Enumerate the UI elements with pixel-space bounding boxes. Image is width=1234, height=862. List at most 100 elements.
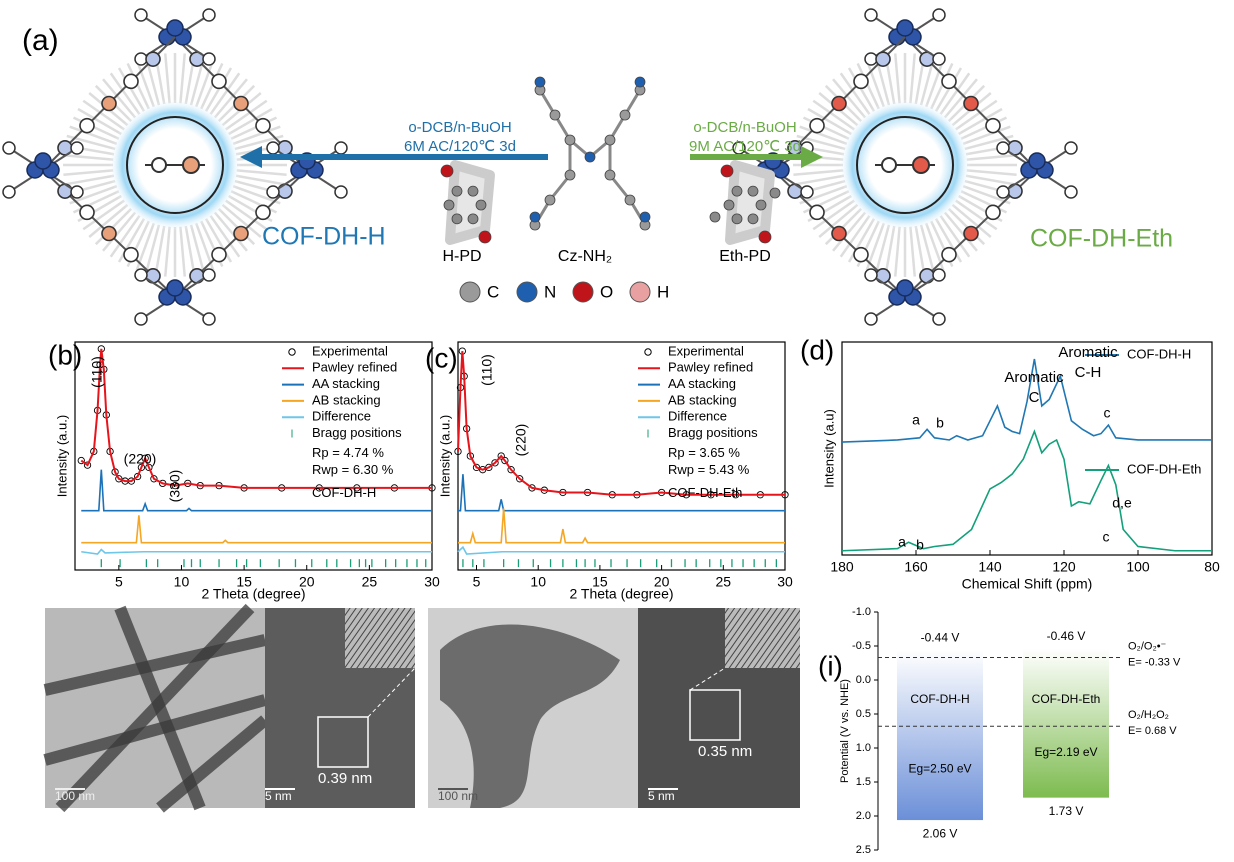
y-tick-label: 0.5 bbox=[856, 708, 871, 720]
ring bbox=[202, 8, 216, 22]
legend-symbol bbox=[644, 348, 652, 356]
atom bbox=[564, 169, 576, 181]
pore-wall bbox=[88, 203, 129, 238]
ring bbox=[255, 117, 271, 134]
atom bbox=[755, 199, 767, 211]
ring bbox=[875, 51, 891, 67]
pore-wall bbox=[955, 99, 998, 131]
legend-label: COF-DH-H bbox=[1127, 346, 1191, 361]
pore-wall bbox=[236, 169, 287, 177]
aggregate bbox=[440, 624, 620, 808]
atom bbox=[747, 185, 759, 197]
data-point bbox=[133, 472, 142, 481]
x-tick-label: 5 bbox=[473, 574, 481, 590]
pore-wall bbox=[135, 59, 155, 108]
ring bbox=[996, 141, 1010, 155]
inner-ring bbox=[912, 156, 930, 174]
pore-wall bbox=[884, 225, 896, 276]
carbazole bbox=[896, 19, 914, 37]
pore-circle bbox=[126, 116, 224, 214]
pore-wall bbox=[962, 125, 1011, 145]
fit-statistic: Rp = 3.65 % bbox=[668, 445, 740, 460]
pore-wall bbox=[943, 211, 978, 252]
fit-statistic: Rwp = 6.30 % bbox=[312, 462, 394, 477]
group-label: C-H bbox=[1075, 364, 1102, 381]
y-tick-label: 1.0 bbox=[856, 742, 871, 754]
pore-wall bbox=[69, 125, 118, 145]
data-line bbox=[80, 348, 432, 489]
legend-label: Experimental bbox=[668, 343, 744, 358]
pore-wall bbox=[909, 53, 917, 104]
product-label: COF-DH-H bbox=[262, 223, 386, 251]
sample-label: COF-DH-Eth bbox=[668, 485, 742, 500]
legend-label: Difference bbox=[668, 409, 727, 424]
peak-label: b bbox=[936, 415, 944, 431]
atom-legend-ball bbox=[516, 281, 538, 303]
atom bbox=[475, 199, 487, 211]
reference-name: O₂/O₂•⁻ bbox=[1128, 640, 1167, 652]
carbazole bbox=[34, 152, 52, 170]
data-point bbox=[145, 463, 153, 472]
atom bbox=[467, 185, 479, 197]
ring bbox=[123, 246, 139, 263]
data-point bbox=[497, 452, 505, 460]
panel-label: (i) bbox=[818, 650, 843, 681]
pore-wall bbox=[126, 62, 150, 110]
x-tick-label: 30 bbox=[424, 574, 440, 590]
data-point bbox=[491, 459, 499, 467]
atom bbox=[451, 185, 463, 197]
panel-label: (a) bbox=[22, 24, 59, 57]
data-line bbox=[81, 469, 432, 512]
y-tick-label: -0.5 bbox=[852, 640, 871, 652]
atom bbox=[529, 211, 541, 223]
ring bbox=[1064, 185, 1078, 199]
pore-wall bbox=[63, 169, 114, 177]
atom-legend-label: H bbox=[657, 282, 669, 301]
pore-wall bbox=[209, 215, 241, 258]
pore-wall bbox=[82, 199, 125, 231]
atom bbox=[731, 185, 743, 197]
ring bbox=[963, 225, 979, 242]
data-line bbox=[841, 358, 1212, 443]
pore-wall bbox=[947, 207, 986, 246]
pore-wall bbox=[64, 174, 115, 186]
pore-wall bbox=[939, 72, 971, 115]
carbazole bbox=[166, 279, 184, 297]
reference-value: E= 0.68 V bbox=[1128, 725, 1177, 737]
ring bbox=[864, 312, 878, 326]
data-point bbox=[485, 463, 493, 472]
y-tick-label: 0.0 bbox=[856, 674, 871, 686]
pore-wall bbox=[232, 185, 281, 205]
x-axis-label: 2 Theta (degree) bbox=[569, 586, 673, 602]
ring bbox=[134, 268, 148, 282]
atom bbox=[747, 213, 759, 225]
pore-wall bbox=[102, 211, 137, 252]
x-tick-label: 25 bbox=[716, 574, 732, 590]
pore-wall bbox=[63, 153, 114, 161]
zoom-box bbox=[689, 689, 741, 741]
panel-label: (d) bbox=[800, 334, 834, 365]
pore-wall bbox=[812, 199, 855, 231]
pore-wall bbox=[874, 224, 891, 274]
ring bbox=[809, 117, 825, 134]
x-tick-label: 20 bbox=[654, 574, 670, 590]
reference-name: O₂/H₂O₂ bbox=[1128, 709, 1169, 721]
x-tick-label: 100 bbox=[1126, 559, 1150, 575]
inner-ring bbox=[881, 157, 897, 173]
y-tick-label: 1.5 bbox=[856, 776, 871, 788]
legend-label: COF-DH-Eth bbox=[1127, 461, 1201, 476]
atom bbox=[440, 164, 454, 178]
inner-ring bbox=[151, 157, 167, 173]
ring bbox=[932, 52, 946, 66]
carbazole bbox=[1028, 152, 1046, 170]
pore-wall bbox=[799, 125, 848, 145]
atom bbox=[624, 194, 636, 206]
pore-wall bbox=[939, 215, 971, 258]
pore-wall bbox=[934, 67, 963, 112]
group-label: Aromatic bbox=[1058, 344, 1118, 361]
pore-wall bbox=[204, 67, 233, 112]
peak-label: d,e bbox=[1112, 495, 1132, 511]
ring bbox=[853, 246, 869, 263]
atom bbox=[731, 213, 743, 225]
pore-wall bbox=[225, 199, 268, 231]
